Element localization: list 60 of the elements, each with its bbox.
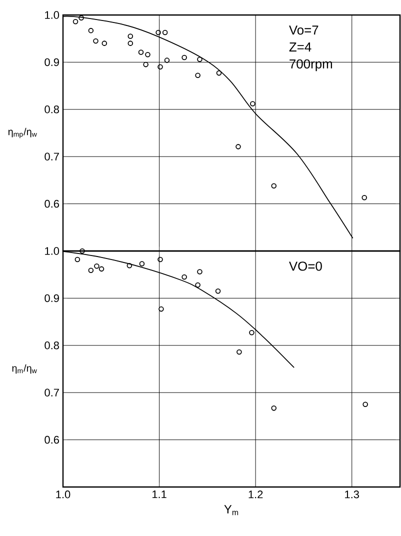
point — [236, 349, 242, 355]
point — [128, 40, 134, 46]
x-axis-title: Y$_{m}$ — [224, 505, 238, 516]
point — [271, 406, 277, 411]
point — [195, 282, 200, 288]
y-tick-label: 0.7 — [44, 152, 59, 160]
point — [98, 266, 104, 272]
point — [271, 183, 277, 188]
y-tick-label: 0.7 — [44, 388, 59, 396]
y-tick-label: 0.8 — [44, 342, 59, 350]
x-tick-label: 1.3 — [345, 490, 359, 498]
point — [249, 330, 254, 336]
point — [236, 144, 241, 150]
point — [72, 18, 78, 24]
point — [74, 256, 80, 262]
point — [362, 195, 368, 200]
point — [145, 52, 150, 58]
point — [143, 62, 148, 68]
y-axis-title: η$_{m}$/η$_{w}$ — [12, 364, 37, 374]
y-tick-label: 1.0 — [45, 247, 60, 255]
point — [215, 288, 221, 294]
y-tick-label: 0.6 — [44, 200, 59, 208]
annotation: VO=0 — [289, 262, 322, 271]
point — [102, 40, 108, 46]
x-tick-label: 1.1 — [152, 490, 166, 498]
annotation: 700rpm — [290, 59, 332, 72]
point — [197, 269, 202, 274]
point — [94, 263, 100, 269]
point — [80, 248, 85, 254]
point — [158, 306, 164, 312]
point — [156, 30, 161, 36]
y-axis-title: η$_{mp}$/η$_{w}$ — [8, 128, 37, 138]
y-tick-label: 0.9 — [44, 294, 59, 302]
y-tick-label: 0.6 — [44, 436, 59, 444]
x-tick-label: 1.2 — [248, 490, 263, 498]
point — [139, 261, 145, 266]
point — [182, 54, 187, 60]
y-tick-label: 0.8 — [44, 106, 59, 114]
point — [128, 34, 134, 39]
point — [78, 15, 84, 20]
point — [138, 50, 144, 55]
point — [88, 268, 94, 273]
point — [195, 72, 200, 78]
point — [162, 30, 168, 36]
point — [93, 38, 98, 44]
point — [182, 274, 187, 280]
point — [197, 56, 202, 62]
y-tick-label: 0.9 — [44, 58, 59, 66]
point — [158, 256, 163, 262]
point — [126, 262, 132, 268]
point — [158, 64, 163, 70]
point — [250, 101, 256, 106]
annotation: Vo=7 — [289, 26, 318, 35]
x-tick-label: 1.0 — [56, 490, 70, 498]
point — [216, 70, 222, 76]
point — [88, 28, 94, 34]
point — [362, 402, 368, 408]
y-tick-label: 1.0 — [45, 11, 60, 19]
point — [164, 58, 170, 63]
annotation: Z=4 — [289, 42, 312, 52]
